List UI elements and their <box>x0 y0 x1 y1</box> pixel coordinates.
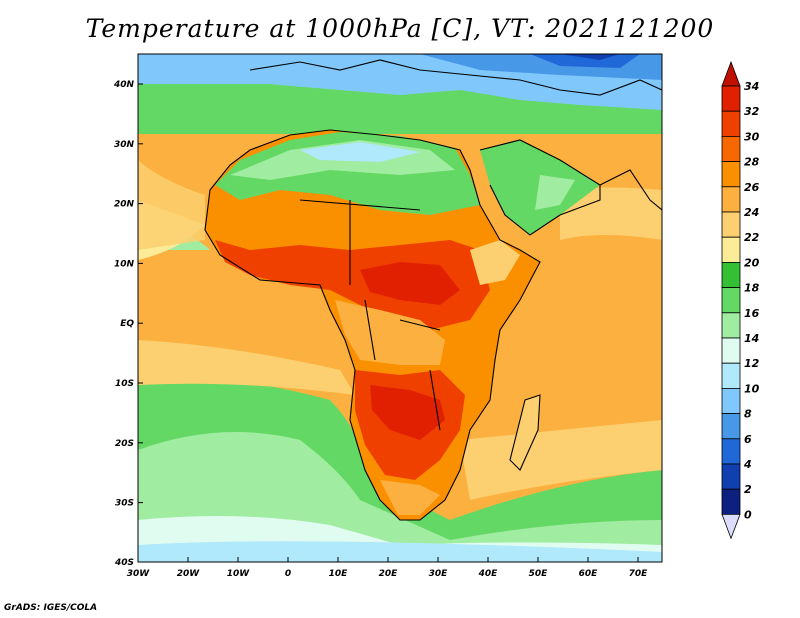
colorbar-segment <box>721 488 741 515</box>
colorbar-label: 26 <box>744 181 760 194</box>
colorbar-label: 20 <box>744 256 760 269</box>
colorbar-label: 24 <box>744 206 759 219</box>
lon-tick-label: 30W <box>127 569 151 579</box>
colorbar-segment <box>721 261 741 288</box>
colorbar-segment <box>721 362 741 389</box>
colorbar-label: 16 <box>744 307 760 320</box>
latitude-axis: 40N 30N 20N 10N EQ 10S 20S 30S 40S <box>113 80 143 568</box>
colorbar-segment <box>721 287 741 314</box>
colorbar-label: 0 <box>744 508 752 521</box>
colorbar-label: 18 <box>744 282 760 295</box>
coastlines <box>204 59 662 521</box>
colorbar-top-arrow <box>721 60 741 87</box>
lon-tick-label: 70E <box>629 569 649 579</box>
lon-tick-label: 20E <box>379 569 399 579</box>
lon-tick-label: 40E <box>478 569 499 579</box>
lon-tick-label: 10E <box>329 569 349 579</box>
longitude-axis: 30W 20W 10W 0 10E 20E 30E 40E 50E 60E 70E <box>127 557 648 579</box>
colorbar-label: 8 <box>744 408 752 421</box>
colorbar-label: 30 <box>744 130 760 143</box>
colorbar-segment <box>721 438 741 465</box>
lon-tick-label: 50E <box>529 569 549 579</box>
lat-tick-label: 30N <box>114 140 135 150</box>
colorbar-segment <box>721 135 741 162</box>
colorbar-label: 2 <box>744 483 752 496</box>
plot-frame <box>137 53 663 563</box>
colorbar-label: 12 <box>744 357 760 370</box>
colorbar-segment <box>721 186 741 213</box>
colorbar-segment <box>721 110 741 137</box>
lat-tick-label: 40S <box>114 558 134 568</box>
colorbar-label: 22 <box>744 231 760 244</box>
temperature-field <box>138 54 662 562</box>
lat-tick-label: 10S <box>115 379 134 389</box>
colorbar-label: 34 <box>744 80 759 93</box>
lon-tick-label: 60E <box>579 569 599 579</box>
lon-tick-label: 10W <box>227 569 251 579</box>
colorbar-segment <box>721 387 741 414</box>
lat-tick-label: 30S <box>115 499 134 509</box>
colorbar-segment <box>721 85 741 112</box>
colorbar-segment <box>721 236 741 263</box>
colorbar-label: 32 <box>744 105 760 118</box>
colorbar-label: 10 <box>744 382 760 395</box>
lon-tick-label: 30E <box>429 569 449 579</box>
map-title: Temperature at 1000hPa [C], VT: 20211212… <box>85 14 715 43</box>
colorbar-label: 14 <box>744 332 759 345</box>
lat-tick-label: 40N <box>113 80 135 90</box>
lon-tick-label: 20W <box>177 569 201 579</box>
grads-credit: GrADS: IGES/COLA <box>4 603 98 613</box>
colorbar-segment <box>721 463 741 490</box>
colorbar-label: 28 <box>744 156 760 169</box>
lat-tick-label: 20N <box>114 200 135 210</box>
lon-tick-label: 0 <box>285 569 291 579</box>
colorbar-segment <box>721 161 741 188</box>
colorbar-segment <box>721 312 741 339</box>
colorbar-label: 6 <box>744 433 752 446</box>
colorbar-segment <box>721 413 741 440</box>
colorbar-segment <box>721 337 741 364</box>
lat-tick-label: 10N <box>114 259 135 269</box>
colorbar-label: 4 <box>743 458 752 471</box>
lat-tick-label: 20S <box>115 439 134 449</box>
colorbar-segment <box>721 211 741 238</box>
colorbar-bottom-arrow <box>721 514 741 540</box>
lat-tick-label: EQ <box>120 319 134 329</box>
